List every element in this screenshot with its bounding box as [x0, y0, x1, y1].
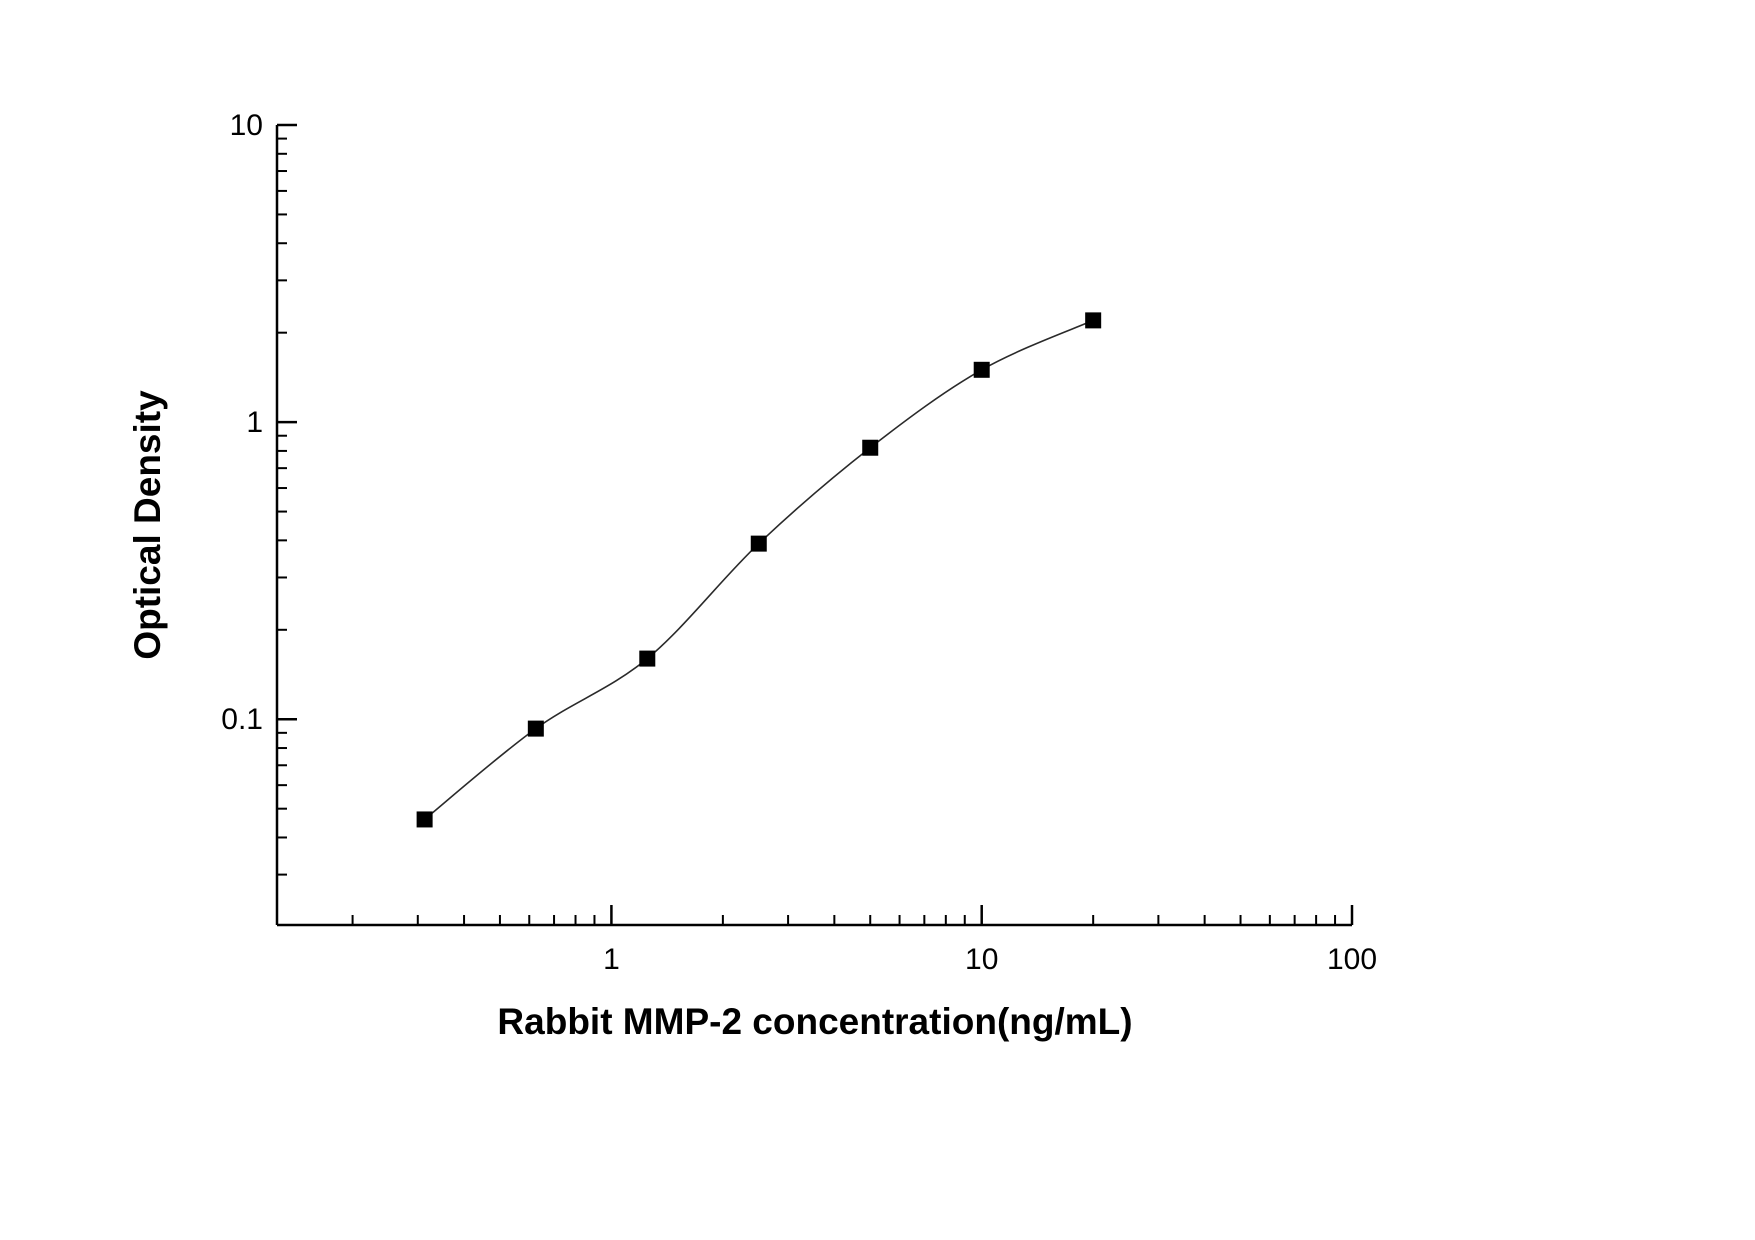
data-point-marker: [527, 720, 544, 737]
x-axis-title: Rabbit MMP-2 concentration(ng/mL): [497, 1001, 1133, 1042]
data-point-marker: [973, 361, 990, 378]
x-tick-label: 100: [1327, 943, 1377, 976]
fit-curve: [424, 319, 1094, 821]
data-point-marker: [416, 811, 433, 828]
data-point-marker: [862, 439, 879, 456]
data-point-marker: [1085, 312, 1102, 329]
y-tick-label: 10: [230, 109, 263, 142]
data-point-marker: [750, 535, 767, 552]
y-axis-title: Optical Density: [127, 390, 168, 660]
data-point-marker: [639, 650, 656, 667]
y-tick-label: 0.1: [221, 703, 263, 736]
y-tick-label: 1: [246, 406, 263, 439]
x-tick-label: 10: [965, 943, 998, 976]
x-tick-label: 1: [603, 943, 620, 976]
